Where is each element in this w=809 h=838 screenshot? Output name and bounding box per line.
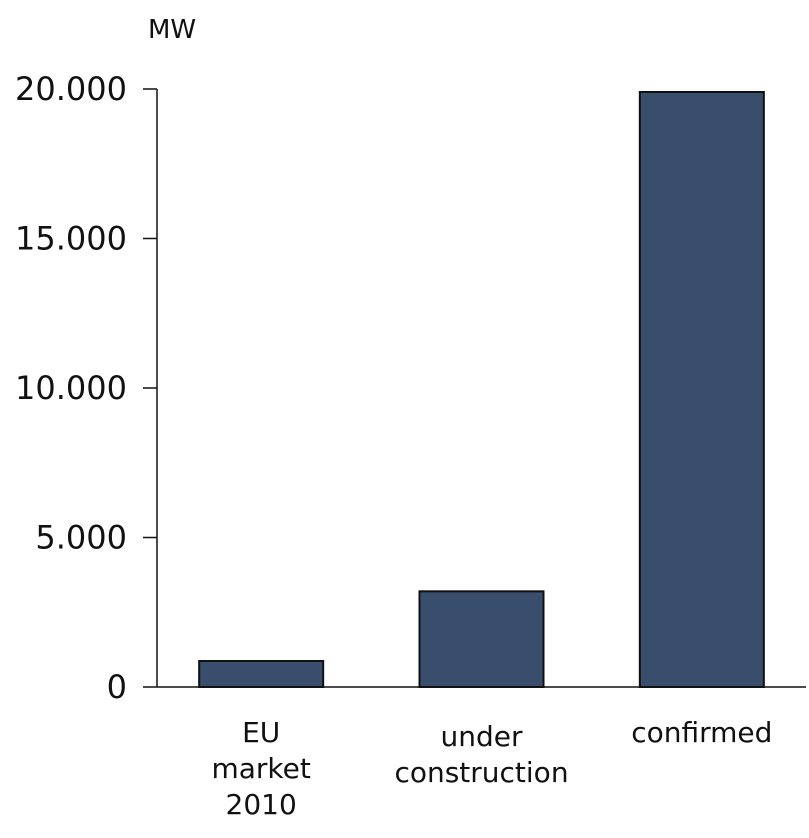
bar bbox=[638, 90, 765, 689]
y-axis-unit-label: MW bbox=[148, 15, 196, 45]
y-tick-label: 0 bbox=[107, 668, 127, 706]
x-axis-labels: EU market 2010 under construction confirmed bbox=[211, 716, 772, 821]
y-tick-label: 10.000 bbox=[15, 369, 127, 407]
y-tick-label: 5.000 bbox=[35, 519, 127, 557]
y-tick-label: 20.000 bbox=[15, 70, 127, 108]
x-category-label: confirmed bbox=[631, 716, 772, 749]
x-category-label: under construction bbox=[394, 720, 568, 789]
bar bbox=[198, 659, 325, 688]
y-tick-label: 15.000 bbox=[15, 220, 127, 258]
x-category-label: EU market 2010 bbox=[211, 716, 310, 821]
y-axis-ticks: 0 5.000 10.000 15.000 20.000 bbox=[15, 70, 157, 706]
bars bbox=[198, 90, 765, 689]
bar bbox=[418, 590, 545, 689]
